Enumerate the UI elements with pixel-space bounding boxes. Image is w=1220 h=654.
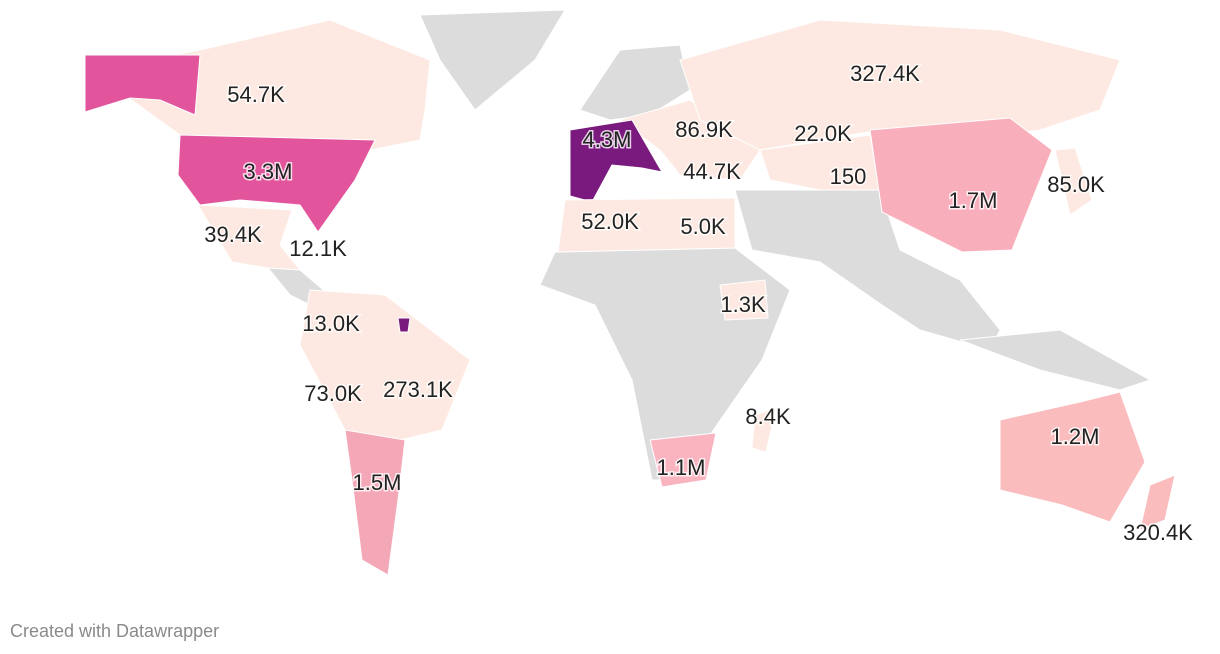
region-label: 39.4K <box>204 222 262 247</box>
south-africa <box>649 432 717 488</box>
australia <box>999 391 1146 523</box>
argentina <box>344 429 406 576</box>
region-label: 3.3M <box>244 159 293 184</box>
land <box>84 9 1176 576</box>
usa <box>177 134 376 233</box>
region-label: 1.1M <box>657 455 706 480</box>
madagascar <box>751 407 777 453</box>
region-label: 1.7M <box>949 188 998 213</box>
region-label: 1.3K <box>720 292 766 317</box>
greenland <box>419 9 566 111</box>
region-label: 73.0K <box>304 381 362 406</box>
region-label: 8.4K <box>745 404 791 429</box>
region-label: 22.0K <box>794 121 852 146</box>
region-label: 85.0K <box>1047 172 1105 197</box>
guiana <box>397 317 411 333</box>
western-europe <box>569 119 663 203</box>
china <box>869 117 1053 253</box>
north-africa <box>557 197 736 253</box>
region-label: 44.7K <box>683 159 741 184</box>
region-label: 1.5M <box>353 470 402 495</box>
region-label: 273.1K <box>383 377 453 402</box>
new-zealand <box>1139 474 1176 531</box>
region-label: 13.0K <box>302 311 360 336</box>
labels: 54.7K 3.3M 39.4K 12.1K 13.0K 73.0K 273.1K 1.5M 4… <box>203 59 1195 546</box>
japan <box>1054 147 1093 216</box>
eastern-europe <box>618 99 761 181</box>
region-label: 4.3M <box>583 127 632 152</box>
southeast-asia <box>959 329 1152 391</box>
region-label: 320.4K <box>1123 520 1193 545</box>
region-label: 1.2M <box>1051 424 1100 449</box>
region-label: 150 <box>830 164 867 189</box>
region-label: 54.7K <box>227 82 285 107</box>
south-america <box>299 289 471 441</box>
east-africa <box>719 279 769 321</box>
alaska <box>84 54 201 116</box>
region-label: 12.1K <box>289 236 347 261</box>
region-label: 52.0K <box>581 209 639 234</box>
region-label: 5.0K <box>680 214 726 239</box>
footer: Created with Datawrapper <box>10 621 219 641</box>
region-label: 86.9K <box>675 117 733 142</box>
region-label: 327.4K <box>850 61 920 86</box>
